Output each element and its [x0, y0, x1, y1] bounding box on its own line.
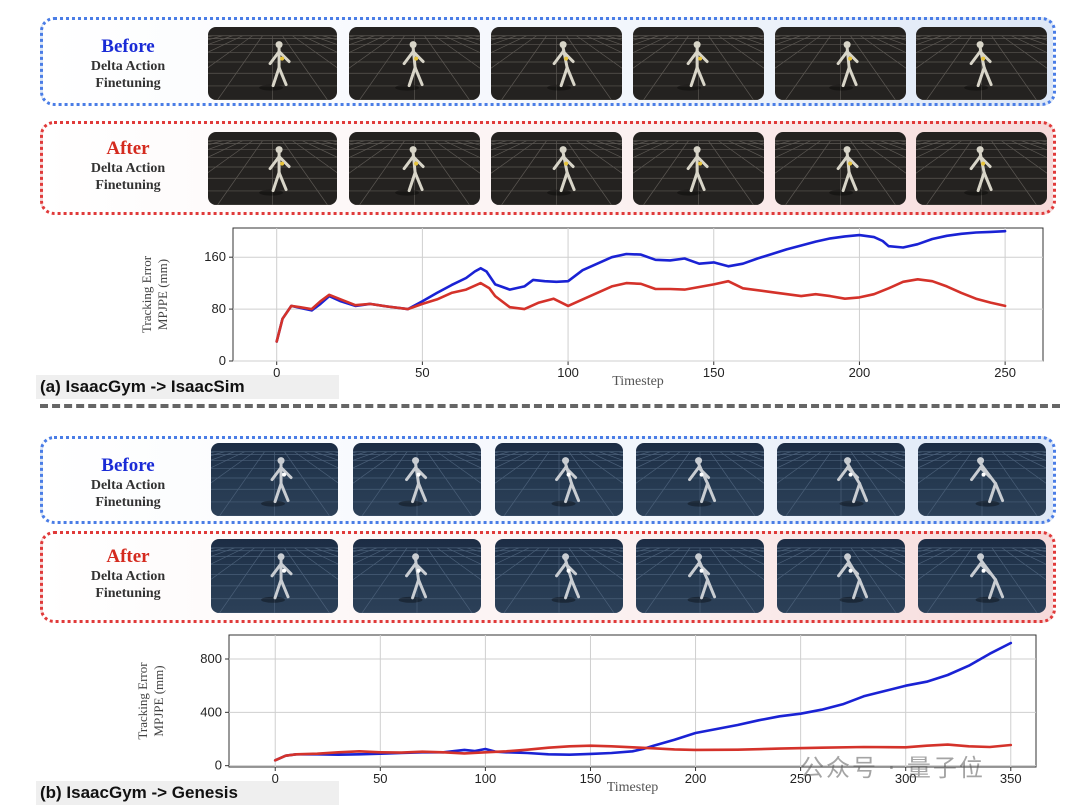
x-axis-label: Timestep [607, 780, 659, 795]
frame-a-before [633, 27, 764, 100]
x-tick-label: 0 [273, 365, 280, 380]
x-tick-label: 50 [373, 771, 387, 786]
frame-a-after [633, 132, 764, 205]
y-tick-label: 0 [219, 353, 226, 368]
x-tick-label: 250 [994, 365, 1016, 380]
series-line-after [273, 743, 1013, 762]
x-tick-label: 200 [685, 771, 707, 786]
frame-a-after [916, 132, 1047, 205]
before-subtitle-line1: Delta Action [90, 478, 166, 493]
frame-a-after [775, 132, 906, 205]
y-axis-label: MPJPE (mm) [155, 259, 170, 330]
frame-b-after [495, 539, 623, 613]
series-line-after [275, 277, 1007, 343]
x-tick-label: 0 [272, 771, 279, 786]
x-tick-label: 150 [703, 365, 725, 380]
x-tick-label: 350 [1000, 771, 1022, 786]
plot-area [228, 634, 1037, 768]
panel-a-caption: (a) IsaacGym -> IsaacSim [36, 375, 339, 399]
section-divider [40, 404, 1060, 408]
y-axis-label: Tracking Error [135, 662, 150, 740]
after-subtitle-line1: Delta Action [90, 569, 166, 584]
frame-b-after [636, 539, 764, 613]
after-subtitle-line2: Finetuning [95, 178, 161, 193]
x-tick-label: 200 [849, 365, 871, 380]
frame-b-before [918, 443, 1046, 516]
after-title: After [106, 546, 150, 567]
after-title: After [106, 138, 150, 159]
y-axis-label: Tracking Error [139, 255, 154, 333]
x-tick-label: 150 [580, 771, 602, 786]
frame-a-after [208, 132, 337, 205]
before-title: Before [101, 455, 155, 476]
frame-b-before [777, 443, 905, 516]
y-tick-label: 0 [215, 758, 222, 773]
after-label-b: After Delta Action Finetuning [43, 546, 213, 602]
before-label-a: Before Delta Action Finetuning [43, 36, 213, 92]
frame-a-before [916, 27, 1047, 100]
after-subtitle-line1: Delta Action [90, 161, 166, 176]
before-subtitle-line2: Finetuning [95, 76, 161, 91]
frame-a-after [491, 132, 622, 205]
plot-area [232, 227, 1044, 362]
y-axis-label: MPJPE (mm) [151, 665, 166, 736]
panel-b-caption: (b) IsaacGym -> Genesis [36, 781, 339, 805]
frame-b-before [495, 443, 623, 516]
frame-b-before [636, 443, 764, 516]
x-tick-label: 50 [415, 365, 429, 380]
x-tick-label: 300 [895, 771, 917, 786]
frame-a-before [775, 27, 906, 100]
before-subtitle-line2: Finetuning [95, 495, 161, 510]
y-tick-label: 800 [200, 651, 222, 666]
frame-b-after [777, 539, 905, 613]
frame-a-before [491, 27, 622, 100]
frame-b-before [353, 443, 481, 516]
frame-a-before [208, 27, 337, 100]
x-tick-label: 250 [790, 771, 812, 786]
x-tick-label: 100 [557, 365, 579, 380]
frame-b-after [353, 539, 481, 613]
frame-b-before [211, 443, 338, 516]
watermark: 公众号 · 量子位 [800, 754, 985, 782]
before-title: Before [101, 36, 155, 57]
x-axis-label: Timestep [612, 374, 664, 389]
after-label-a: After Delta Action Finetuning [43, 138, 213, 194]
y-tick-label: 160 [204, 249, 226, 264]
x-tick-label: 100 [475, 771, 497, 786]
before-label-b: Before Delta Action Finetuning [43, 455, 213, 511]
before-subtitle-line1: Delta Action [90, 59, 166, 74]
frame-a-before [349, 27, 480, 100]
y-tick-label: 80 [212, 301, 226, 316]
frame-a-after [349, 132, 480, 205]
after-subtitle-line2: Finetuning [95, 586, 161, 601]
frame-b-after [918, 539, 1046, 613]
frame-b-after [211, 539, 338, 613]
y-tick-label: 400 [200, 704, 222, 719]
